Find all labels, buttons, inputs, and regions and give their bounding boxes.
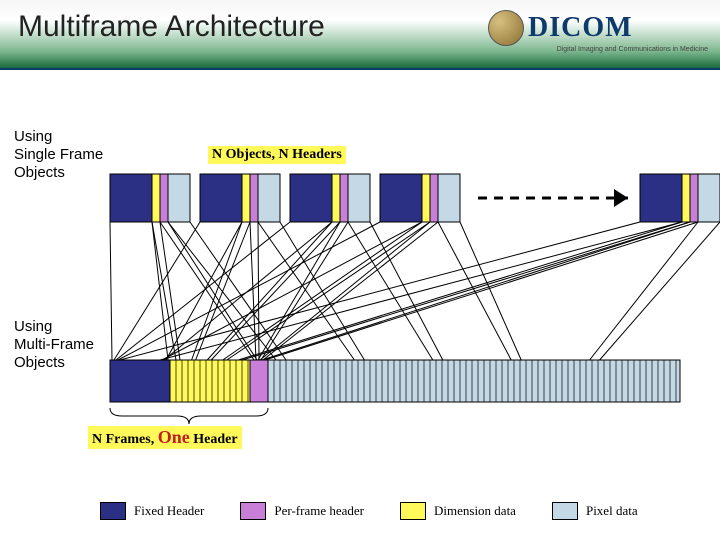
legend-label: Per-frame header <box>274 503 364 519</box>
legend-item: Per-frame header <box>240 502 364 520</box>
logo-text: DICOM <box>528 12 633 44</box>
dicom-logo: DICOM Digital Imaging and Communications… <box>488 8 708 58</box>
legend: Fixed Header Per-frame header Dimension da… <box>100 502 700 520</box>
legend-swatch <box>400 502 426 520</box>
logo-subtitle: Digital Imaging and Communications in Me… <box>488 46 708 53</box>
globe-icon <box>488 10 524 46</box>
legend-item: Dimension data <box>400 502 516 520</box>
diagram-canvas: Using Single Frame Objects Using Multi-F… <box>0 70 720 540</box>
diagram-svg <box>0 70 720 540</box>
slide-title: Multiframe Architecture <box>18 10 325 44</box>
legend-label: Pixel data <box>586 503 638 519</box>
slide-header: Multiframe Architecture DICOM Digital Im… <box>0 0 720 70</box>
legend-item: Pixel data <box>552 502 638 520</box>
legend-item: Fixed Header <box>100 502 204 520</box>
legend-swatch <box>552 502 578 520</box>
legend-label: Fixed Header <box>134 503 204 519</box>
legend-label: Dimension data <box>434 503 516 519</box>
legend-swatch <box>240 502 266 520</box>
legend-swatch <box>100 502 126 520</box>
